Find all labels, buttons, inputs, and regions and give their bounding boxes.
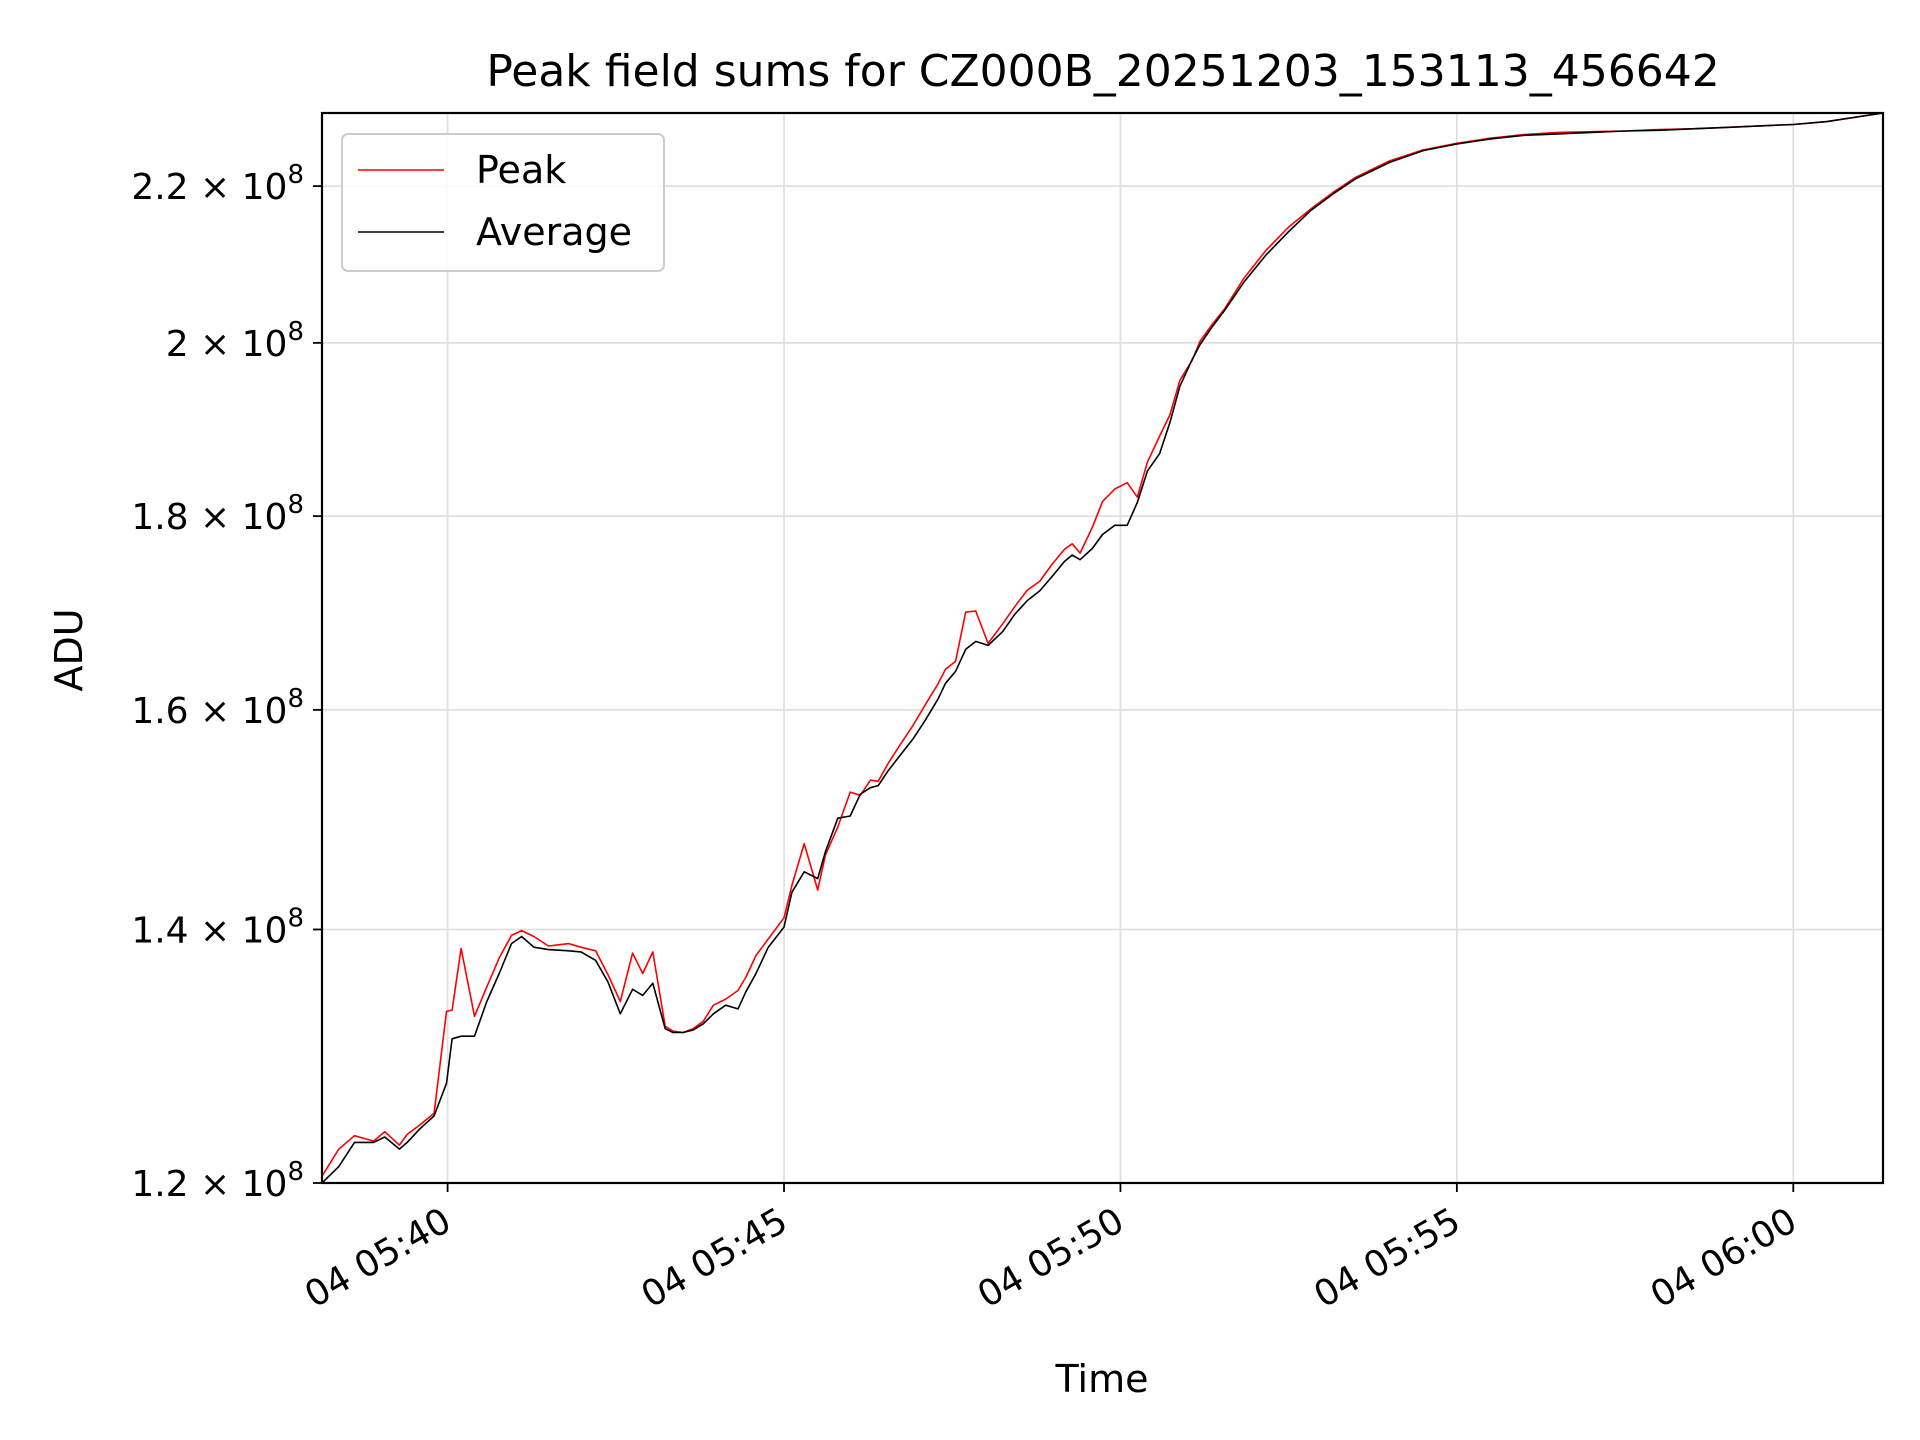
y-tick-label: 1.4 × 108 bbox=[131, 903, 304, 951]
y-tick-label: 1.6 × 108 bbox=[131, 684, 304, 732]
plot-frame bbox=[320, 111, 1885, 1185]
legend-box bbox=[341, 133, 665, 272]
y-tick-label: 2 × 108 bbox=[166, 317, 304, 365]
x-axis-title: Time bbox=[1055, 1357, 1149, 1401]
series-lines bbox=[321, 112, 1884, 1184]
legend: Peak Average bbox=[341, 133, 665, 272]
y-axis-ticks: 1.2 × 108 1.4 × 108 1.6 × 108 1.8 × 108 2 × … bbox=[131, 160, 322, 1205]
legend-label-peak: Peak bbox=[476, 148, 566, 192]
y-tick-label: 1.8 × 108 bbox=[131, 490, 304, 538]
series-line-average bbox=[321, 112, 1884, 1184]
chart-title: Peak field sums for CZ000B_20251203_1531… bbox=[486, 46, 1719, 97]
series-line-peak bbox=[321, 112, 1884, 1177]
y-tick-label: 1.2 × 108 bbox=[131, 1157, 304, 1205]
y-tick-label: 2.2 × 108 bbox=[131, 160, 304, 208]
legend-label-average: Average bbox=[476, 210, 632, 254]
y-axis-title: ADU bbox=[47, 608, 91, 691]
